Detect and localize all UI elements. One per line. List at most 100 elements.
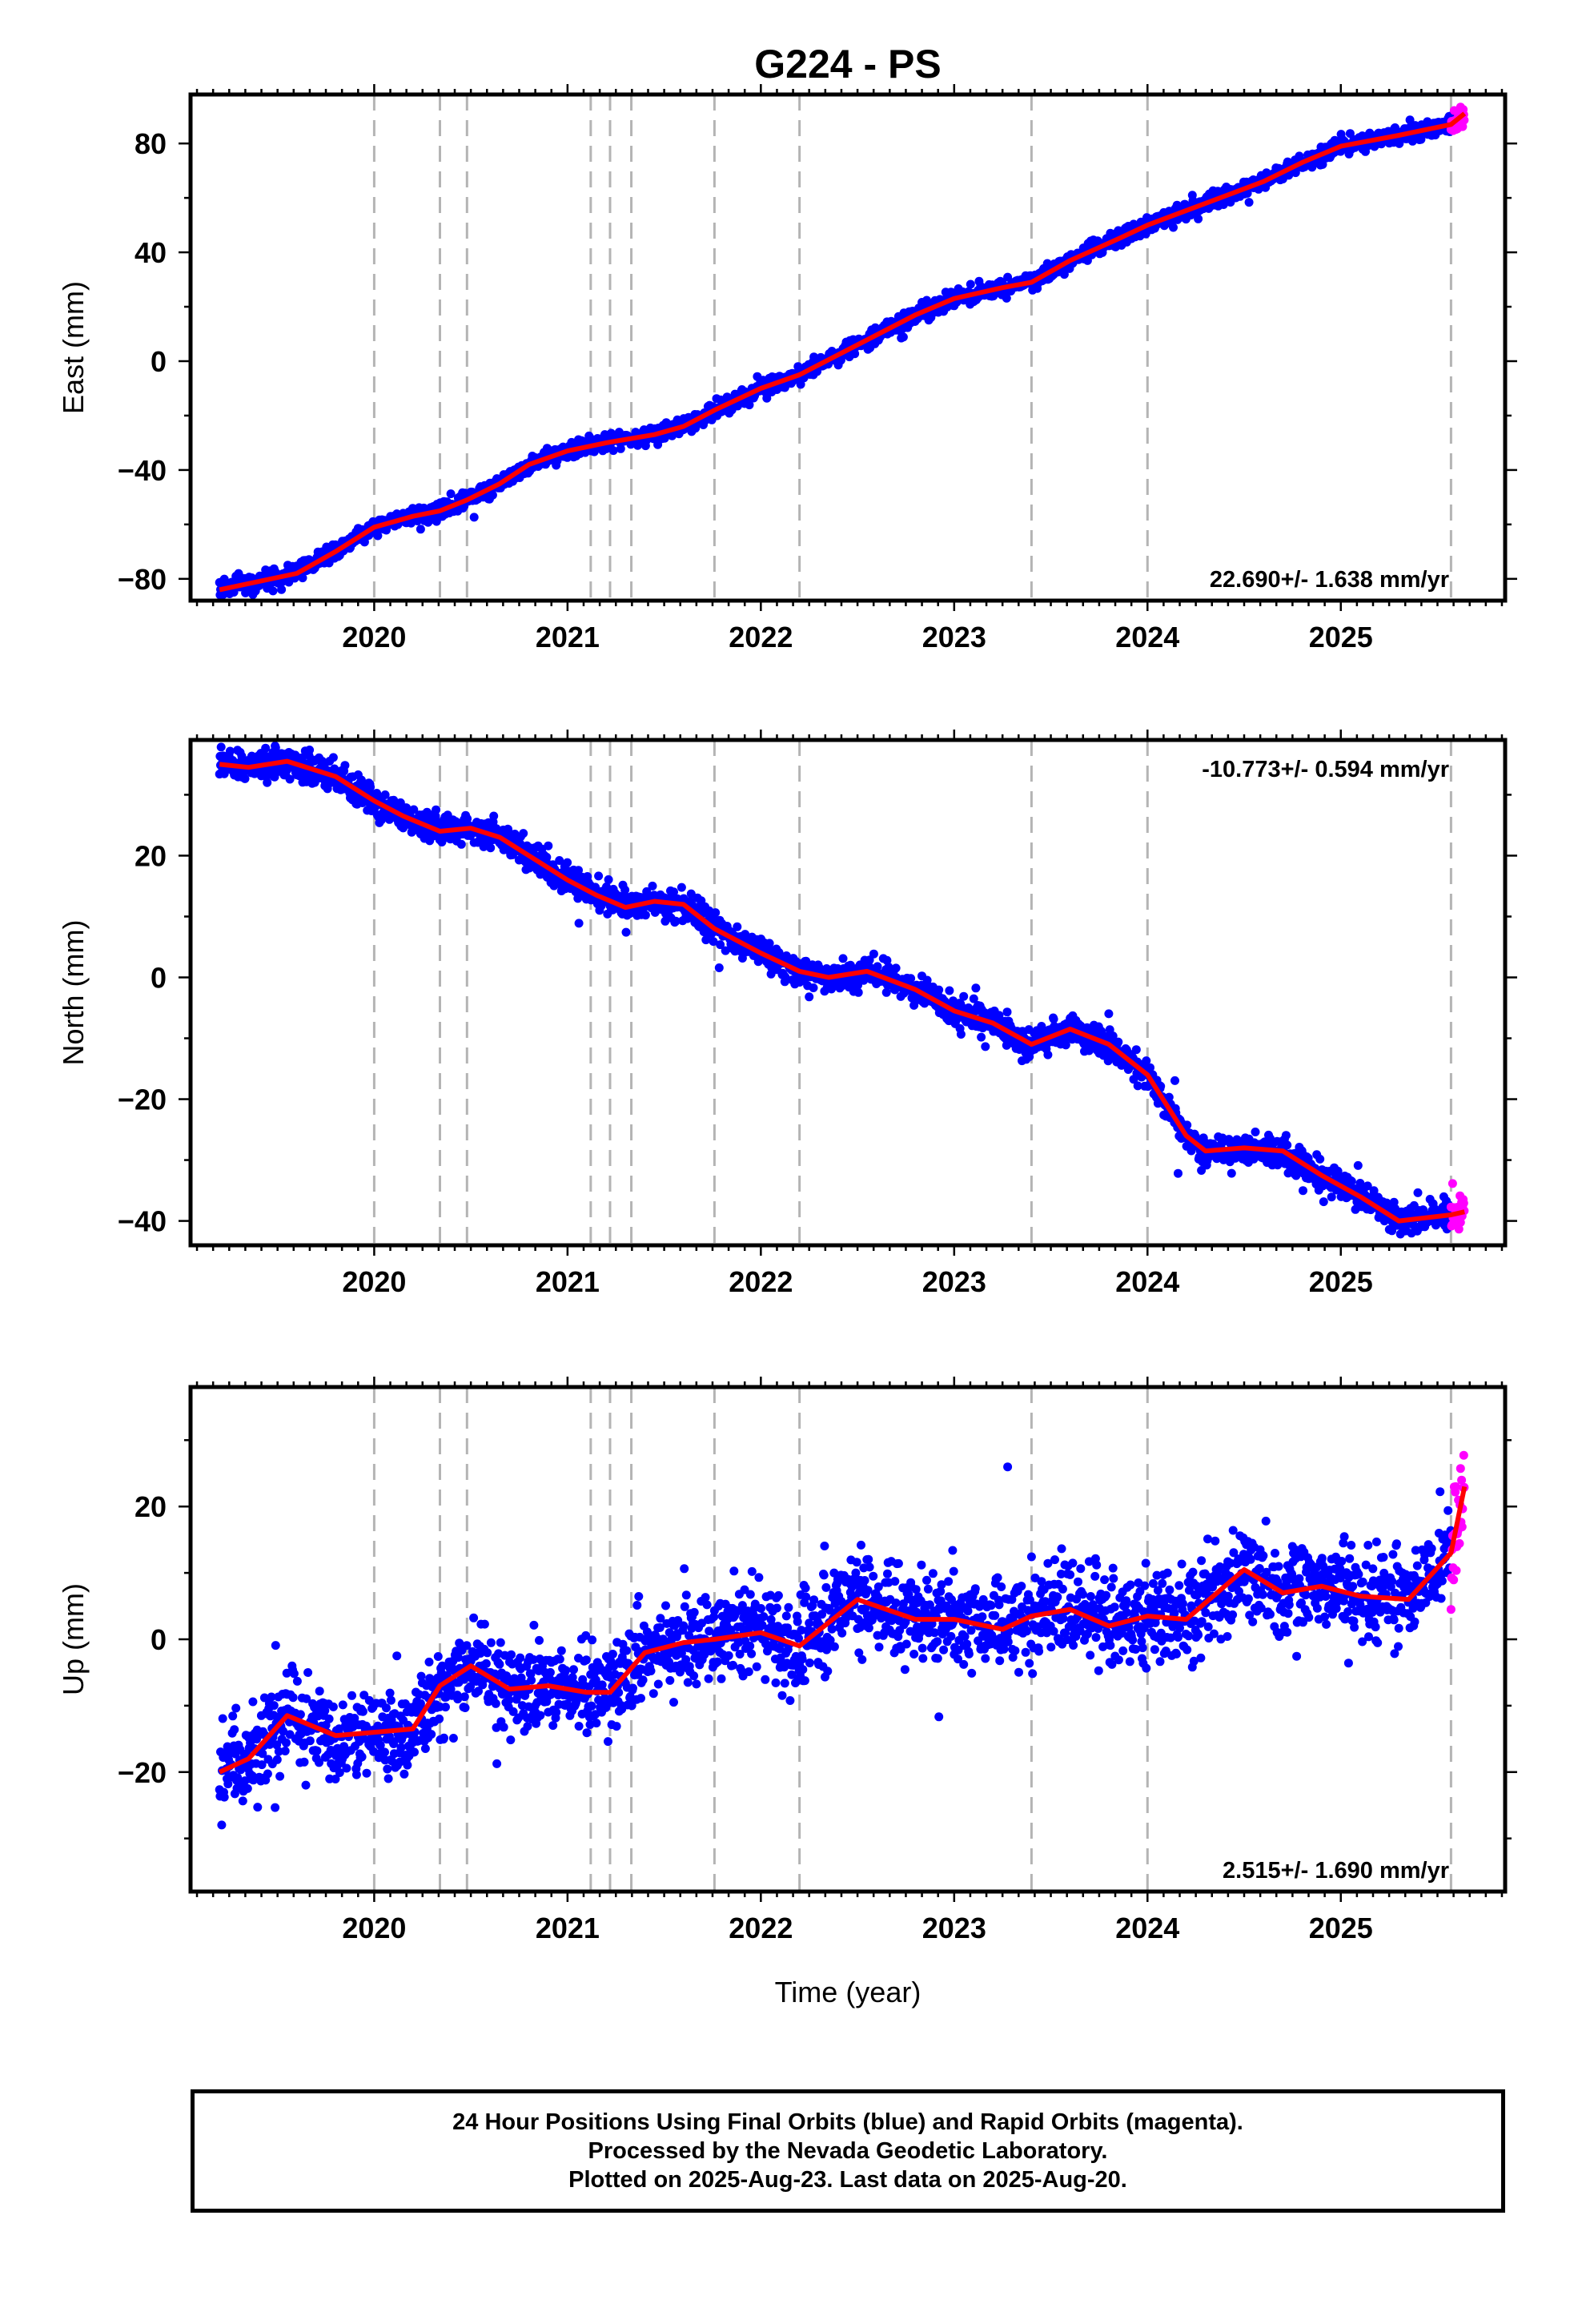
final-orbit-point	[1169, 223, 1178, 232]
final-orbit-point	[981, 1042, 990, 1051]
final-orbit-point	[1283, 1140, 1292, 1150]
final-orbit-point	[891, 963, 901, 973]
final-orbit-point	[432, 805, 441, 814]
final-orbit-point	[1299, 1186, 1307, 1196]
final-orbit-point	[1131, 1045, 1141, 1055]
y-tick-label: −80	[118, 563, 167, 596]
final-orbit-point	[709, 937, 718, 947]
final-orbit-point	[1061, 1040, 1070, 1050]
final-orbit-point	[711, 908, 721, 918]
final-orbit-point	[906, 974, 916, 983]
final-orbit-point	[977, 1032, 986, 1042]
final-orbit-point	[463, 814, 472, 823]
final-orbit-point	[225, 746, 235, 756]
final-orbit-point	[373, 531, 383, 541]
final-orbit-point	[469, 513, 479, 522]
final-orbit-point	[340, 761, 350, 770]
final-orbit-point	[873, 962, 882, 971]
final-orbit-point	[488, 490, 497, 500]
final-orbit-point	[261, 743, 271, 753]
final-orbit-point	[1146, 1063, 1154, 1072]
final-orbit-point	[677, 883, 686, 892]
final-orbit-point	[721, 946, 730, 955]
final-orbit-point	[277, 585, 287, 594]
final-orbit-point	[574, 919, 584, 928]
final-orbit-point	[1104, 1009, 1114, 1019]
final-orbit-point	[898, 332, 908, 342]
final-orbit-point	[765, 939, 774, 948]
final-orbit-point	[602, 882, 611, 891]
final-orbit-point	[1363, 1181, 1372, 1191]
final-orbit-point	[1318, 159, 1327, 169]
final-orbit-point	[1319, 1197, 1328, 1207]
rapid-orbit-point	[1447, 1179, 1457, 1188]
final-orbit-point	[701, 935, 711, 945]
east-rate-label: 22.690+/- 1.638 mm/yr	[1210, 567, 1449, 593]
final-orbit-point	[1108, 1031, 1118, 1041]
final-orbit-point	[1251, 1128, 1260, 1136]
final-orbit-point	[762, 393, 772, 403]
east-frame	[188, 92, 1508, 603]
final-orbit-point	[604, 875, 613, 884]
final-orbit-point	[608, 446, 618, 456]
final-orbit-point	[869, 949, 878, 959]
final-orbit-point	[853, 987, 863, 997]
final-orbit-point	[594, 871, 604, 881]
final-orbit-point	[1049, 1015, 1058, 1023]
y-tick-label: −40	[118, 454, 167, 487]
final-orbit-point	[1327, 1192, 1336, 1202]
final-orbit-point	[1353, 1160, 1363, 1170]
final-orbit-point	[416, 525, 425, 534]
final-orbit-point	[555, 856, 564, 865]
final-orbit-point	[1142, 1056, 1151, 1066]
final-orbit-point	[1002, 1007, 1012, 1017]
final-orbit-point	[1369, 1186, 1379, 1196]
panels: 2020 2021 2022 2023 2024 2025−80−4004080East …	[57, 84, 1517, 1944]
x-tick-label: 2025	[1309, 621, 1373, 653]
final-orbit-point	[686, 889, 696, 899]
final-orbit-point	[409, 805, 419, 814]
final-orbit-point	[1174, 1168, 1182, 1178]
final-orbit-point	[563, 858, 572, 867]
rapid-orbit-point	[1459, 1198, 1468, 1208]
final-orbit-point	[1227, 1168, 1236, 1178]
final-orbit-point	[1315, 1154, 1325, 1164]
final-orbit-point	[1413, 1188, 1423, 1197]
chart-title: G224 - PS	[754, 42, 941, 86]
x-tick-label: 2024	[1115, 621, 1179, 653]
final-orbit-point	[542, 852, 552, 862]
final-orbit-point	[716, 940, 725, 950]
final-orbit-point	[1194, 214, 1203, 223]
final-orbit-point	[263, 778, 272, 787]
final-orbit-point	[621, 927, 631, 937]
final-orbit-point	[1002, 293, 1011, 303]
final-orbit-point	[956, 1030, 966, 1039]
x-tick-label: 2021	[536, 621, 600, 653]
final-orbit-point	[850, 349, 860, 359]
final-orbit-point	[298, 573, 307, 583]
final-orbit-point	[328, 753, 338, 762]
y-tick-label: 80	[135, 127, 167, 160]
final-orbit-point	[1170, 1076, 1179, 1085]
final-orbit-point	[268, 586, 278, 596]
final-orbit-point	[489, 811, 499, 821]
final-orbit-point	[620, 885, 630, 895]
final-orbit-point	[781, 972, 790, 982]
final-orbit-point	[1244, 198, 1254, 207]
final-orbit-point	[486, 843, 496, 853]
final-orbit-point	[1347, 1176, 1356, 1186]
final-orbit-point	[1043, 1050, 1053, 1059]
final-orbit-point	[945, 986, 954, 995]
final-orbit-point	[838, 954, 848, 963]
x-tick-label: 2023	[922, 621, 986, 653]
final-orbit-point	[285, 774, 295, 784]
x-tick-label: 2022	[729, 621, 793, 653]
final-orbit-point	[1164, 1092, 1174, 1102]
final-orbit-point	[366, 782, 375, 792]
final-orbit-point	[380, 790, 390, 799]
final-orbit-point	[882, 955, 892, 965]
final-orbit-point	[796, 380, 805, 389]
final-orbit-point	[809, 983, 818, 992]
final-orbit-point	[456, 839, 466, 849]
